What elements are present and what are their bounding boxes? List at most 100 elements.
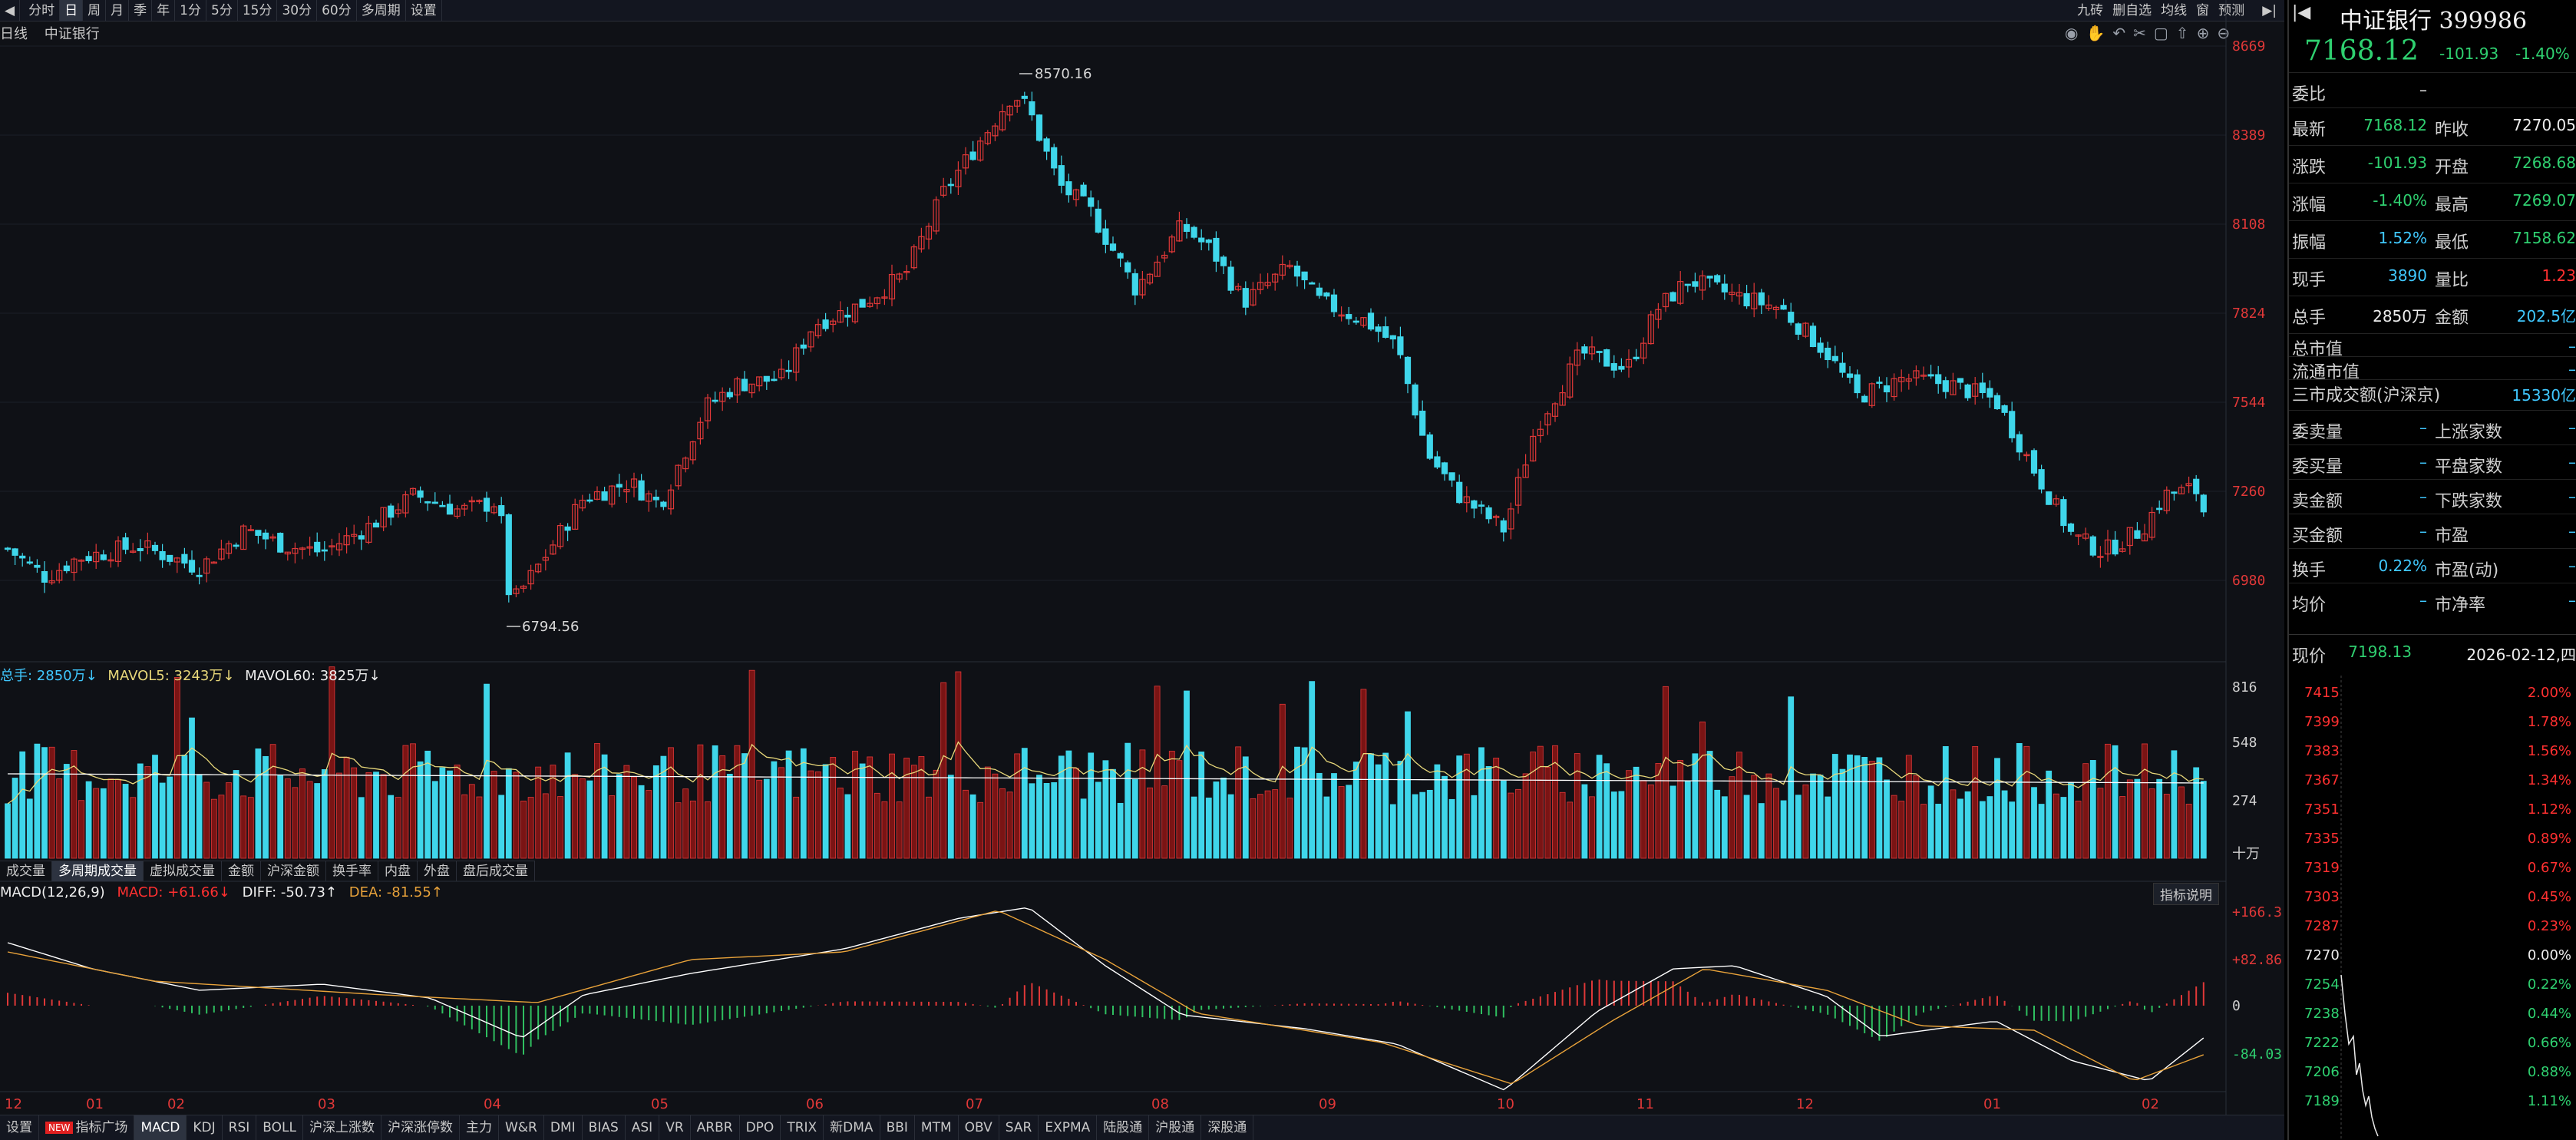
candle-body [130, 550, 137, 553]
zoom-in-icon[interactable]: ⊕ [2196, 24, 2218, 42]
period-tab-3[interactable]: 月 [106, 0, 130, 21]
indicator-tab-0[interactable]: 设置 [0, 1115, 39, 1140]
indicator-tab-17[interactable]: 新DMA [824, 1115, 880, 1140]
indicator-tab-9[interactable]: W&R [499, 1115, 544, 1140]
indicator-tab-16[interactable]: TRIX [781, 1115, 824, 1140]
volume-tab-8[interactable]: 盘后成交量 [457, 861, 535, 881]
back-icon[interactable]: ◀ [0, 0, 21, 21]
volume-bar [306, 781, 313, 859]
undo-icon[interactable]: ↶ [2112, 24, 2134, 42]
volume-tab-0[interactable]: 成交量 [0, 861, 52, 881]
toolbar-right-item-2[interactable]: 均线 [2161, 3, 2188, 18]
volume-bar [1213, 781, 1220, 859]
candle-body [1647, 314, 1654, 345]
volume-tab-7[interactable]: 外盘 [418, 861, 457, 881]
period-tab-0[interactable]: 分时 [24, 0, 61, 21]
zoom-out-icon[interactable]: ⊖ [2217, 24, 2238, 42]
indicator-tab-8[interactable]: 主力 [460, 1115, 499, 1140]
period-tab-8[interactable]: 15分 [238, 0, 278, 21]
volume-bar [1847, 754, 1853, 859]
diff-line [7, 907, 2204, 1091]
period-tab-7[interactable]: 5分 [206, 0, 238, 21]
volume-tab-2[interactable]: 虚拟成交量 [144, 861, 222, 881]
period-tab-4[interactable]: 季 [129, 0, 153, 21]
toolbar-right-item-1[interactable]: 删自选 [2112, 3, 2152, 18]
toolbar-right-item-0[interactable]: 九砖 [2077, 3, 2104, 18]
indicator-help-button[interactable]: 指标说明 [2153, 883, 2219, 905]
candle-body [1293, 265, 1301, 277]
indicator-tab-25[interactable]: 深股通 [1201, 1115, 1254, 1140]
indicator-tab-6[interactable]: 沪深上涨数 [303, 1115, 381, 1140]
candle-body [513, 588, 520, 594]
volume-bar [977, 801, 984, 859]
indicator-tab-19[interactable]: MTM [915, 1115, 959, 1140]
indicator-tab-24[interactable]: 沪股通 [1149, 1115, 1202, 1140]
indicator-tab-20[interactable]: OBV [959, 1115, 999, 1140]
lock-icon[interactable]: ▢ [2153, 24, 2176, 42]
indicator-tab-22[interactable]: EXPMA [1039, 1115, 1098, 1140]
indicator-tab-3[interactable]: KDJ [187, 1115, 223, 1140]
indicator-tab-10[interactable]: DMI [544, 1115, 583, 1140]
candle-body [1772, 306, 1780, 310]
indicator-tab-11[interactable]: BIAS [583, 1115, 626, 1140]
cur-price-value: 7198.13 [2348, 643, 2412, 661]
volume-bar [1080, 798, 1087, 859]
upload-icon[interactable]: ⇧ [2175, 24, 2197, 42]
chart-area[interactable] [0, 0, 2284, 1140]
candle-body [19, 555, 26, 559]
dea-line [7, 910, 2204, 1085]
candle-body [1338, 314, 1345, 317]
period-tab-11[interactable]: 多周期 [357, 0, 406, 21]
volume-tab-5[interactable]: 换手率 [326, 861, 378, 881]
period-toolbar: ◀ 分时日周月季年 1分 5分 15分 30分 60分 多周期 设置 九砖 删自选 均线窗预测 ▶… [0, 0, 2284, 21]
indicator-tab-5[interactable]: BOLL [256, 1115, 303, 1140]
indicator-tab-1[interactable]: NEW 指标广场 [39, 1115, 135, 1140]
volume-tab-3[interactable]: 金额 [222, 861, 261, 881]
volume-tab-6[interactable]: 内盘 [378, 861, 418, 881]
volume-tab-1[interactable]: 多周期成交量 [52, 861, 144, 881]
indicator-tab-13[interactable]: VR [659, 1115, 691, 1140]
indicator-tab-15[interactable]: DPO [740, 1115, 781, 1140]
quote-row: 现手 3890 量比 1.23 [2289, 258, 2576, 292]
indicator-tab-2[interactable]: MACD [134, 1115, 187, 1140]
toolbar-right-item-4[interactable]: 预测 [2218, 3, 2245, 18]
toolbar-right-item-3[interactable]: 窗 [2196, 3, 2210, 18]
period-tab-12[interactable]: 设置 [406, 0, 442, 21]
volume-bar [284, 778, 291, 859]
volume-bar [1884, 779, 1890, 859]
quote-value: – [2568, 418, 2576, 437]
delete-icon[interactable]: ✂ [2133, 24, 2154, 42]
period-tab-5[interactable]: 年 [152, 0, 176, 21]
macd-tick: +82.86 [2232, 952, 2283, 968]
next-icon[interactable]: ▶| [2262, 3, 2277, 18]
indicator-tab-7[interactable]: 沪深涨停数 [381, 1115, 460, 1140]
volume-bar [2082, 763, 2089, 859]
kline-chart[interactable] [0, 0, 2284, 1140]
indicator-tab-14[interactable]: ARBR [691, 1115, 740, 1140]
collapse-icon[interactable]: |◀ [2292, 3, 2311, 22]
period-tab-6[interactable]: 1分 [175, 0, 206, 21]
indicator-tab-18[interactable]: BBI [880, 1115, 915, 1140]
period-tab-10[interactable]: 60分 [317, 0, 357, 21]
indicator-tab-23[interactable]: 陆股通 [1097, 1115, 1150, 1140]
eye-icon[interactable]: ◉ [2065, 24, 2086, 42]
volume-bar [2038, 804, 2045, 859]
volume-bar [1029, 783, 1035, 859]
indicator-tab-4[interactable]: RSI [223, 1115, 257, 1140]
period-tab-1[interactable]: 日 [60, 0, 84, 21]
tick-price: 7383 [2304, 743, 2340, 759]
hand-icon[interactable]: ✋ [2086, 24, 2113, 42]
toolbar-right: 九砖 删自选 均线窗预测 ▶| [2068, 0, 2281, 21]
volume-bar [468, 784, 475, 859]
volume-bar [1743, 795, 1750, 859]
candle-body [56, 570, 63, 581]
period-tab-9[interactable]: 30分 [277, 0, 318, 21]
volume-bar [167, 776, 173, 859]
indicator-tab-21[interactable]: SAR [999, 1115, 1039, 1140]
volume-bar [1831, 754, 1838, 859]
indicator-tab-12[interactable]: ASI [626, 1115, 660, 1140]
volume-tab-4[interactable]: 沪深金额 [261, 861, 326, 881]
volume-bar [609, 795, 616, 859]
candle-body [1191, 226, 1197, 238]
period-tab-2[interactable]: 周 [83, 0, 107, 21]
